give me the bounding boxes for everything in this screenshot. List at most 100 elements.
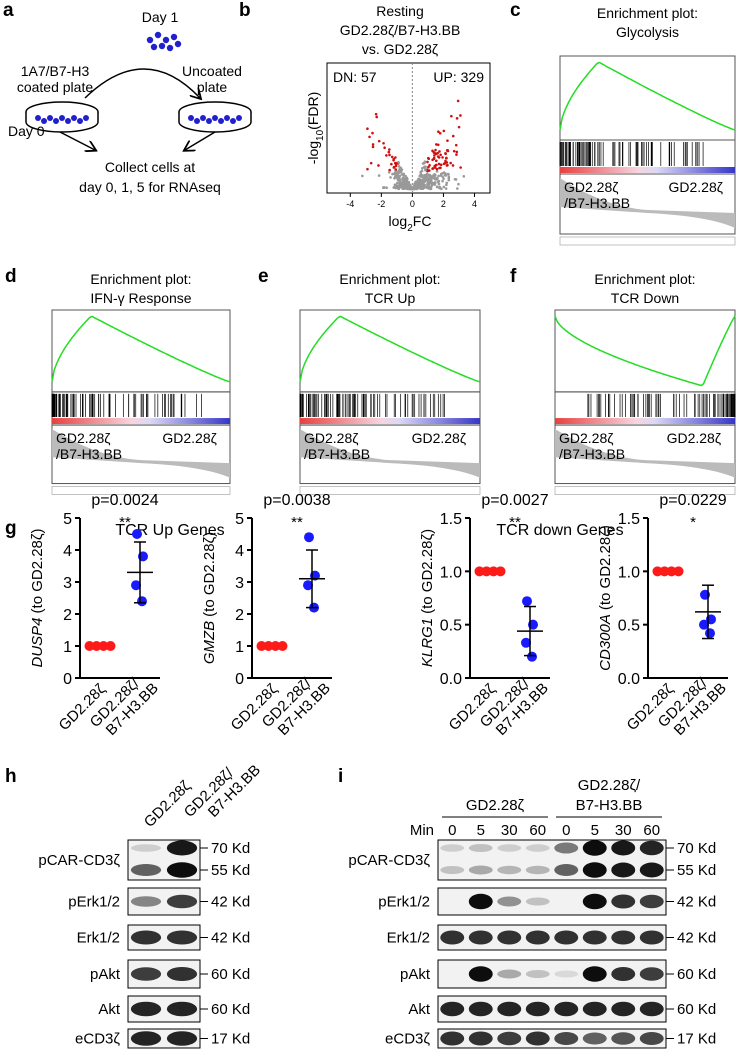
band xyxy=(639,1001,664,1017)
category-label: GD2.28ζ/B7-H3.BB xyxy=(655,668,730,743)
enrichment-title: IFN-γ Response xyxy=(90,290,191,306)
marker-label: 70 Kd xyxy=(211,840,250,857)
volcano-dot xyxy=(434,148,437,152)
day1-label: Day 1 xyxy=(142,9,179,25)
volcano-dot xyxy=(435,170,439,173)
band xyxy=(468,1031,493,1046)
group-title: TCR down Genes xyxy=(496,522,623,539)
band xyxy=(639,862,664,878)
band xyxy=(582,1001,607,1017)
volcano-dot xyxy=(454,143,458,147)
volcano-dot xyxy=(437,180,441,183)
y-tick-label: 1 xyxy=(235,639,244,656)
error-bar xyxy=(702,584,714,640)
group-label: GD2.28ζ xyxy=(669,179,723,195)
category-label: GD2.28ζ/B7-H3.BB xyxy=(259,668,334,743)
group-label: /B7-H3.BB xyxy=(304,446,370,462)
volcano-dot xyxy=(446,163,449,167)
y-tick-label: 0 xyxy=(63,671,72,688)
data-point xyxy=(98,641,109,651)
group-label: /B7-H3.BB xyxy=(564,195,630,211)
volcano-dot xyxy=(444,152,447,156)
cell xyxy=(146,36,154,44)
y-tick-label: 1.0 xyxy=(618,564,640,581)
band xyxy=(639,930,664,945)
marker-label: 60 Kd xyxy=(211,966,250,983)
data-point xyxy=(666,566,677,577)
volcano-dot xyxy=(431,174,434,178)
volcano-dot xyxy=(399,169,402,173)
cell xyxy=(166,44,174,52)
data-point xyxy=(137,596,147,607)
volcano-dot xyxy=(381,186,385,189)
volcano-dot xyxy=(371,145,375,149)
cell xyxy=(188,115,194,121)
band xyxy=(611,862,636,878)
volcano-dot xyxy=(397,165,401,168)
x-tick-label: -4 xyxy=(346,199,354,209)
volcano-dot xyxy=(446,139,449,142)
panel-label: h xyxy=(5,766,17,787)
volcano-dot xyxy=(428,173,432,177)
volcano-dot xyxy=(453,177,457,181)
volcano-dot xyxy=(435,167,439,171)
volcano-dot xyxy=(395,181,399,185)
volcano-dot xyxy=(442,129,446,133)
band xyxy=(525,897,550,906)
group-label: GD2.28ζ xyxy=(162,430,216,446)
time-label: 30 xyxy=(501,822,518,839)
rank-metric xyxy=(52,429,230,478)
panel-label: i xyxy=(338,766,343,787)
volcano-dot xyxy=(383,146,386,150)
volcano-dot xyxy=(427,165,430,169)
group-label: /B7-H3.BB xyxy=(559,446,625,462)
p-value: p=0.0229 xyxy=(659,492,726,509)
volcano-dot xyxy=(459,166,462,169)
p-value: p=0.0038 xyxy=(263,492,330,509)
data-point xyxy=(481,566,492,577)
uncoated-label: Uncoated xyxy=(182,63,242,79)
volcano-dot xyxy=(405,181,409,184)
es-frame xyxy=(51,309,231,393)
volcano-dot xyxy=(407,183,411,187)
volcano-dot xyxy=(388,148,391,151)
volcano-title: vs. GD2.28ζ xyxy=(362,41,438,57)
blot-row-label: Erk1/2 xyxy=(77,930,120,947)
data-point xyxy=(270,641,281,651)
band xyxy=(582,862,607,878)
x-tick-label: -2 xyxy=(377,199,385,209)
data-point xyxy=(277,641,288,651)
y-tick-label: 0.0 xyxy=(440,671,462,688)
blot-row-label: pAkt xyxy=(400,966,431,983)
error-bar xyxy=(134,541,146,604)
volcano-dot xyxy=(439,174,443,177)
band xyxy=(554,1032,579,1045)
volcano-dot xyxy=(426,181,430,184)
data-point xyxy=(256,641,267,651)
marker-label: 42 Kd xyxy=(677,894,716,911)
cell xyxy=(212,115,218,121)
volcano-dot xyxy=(436,151,439,155)
volcano-title: Resting xyxy=(376,3,423,19)
y-label-unit: (to GD2.28ζ) xyxy=(29,528,46,613)
volcano-dot xyxy=(445,156,448,160)
panel-label: f xyxy=(510,266,517,287)
error-bar xyxy=(524,605,536,657)
volcano-dot xyxy=(439,153,442,157)
y-tick-label: 2 xyxy=(235,607,244,624)
panel-label: b xyxy=(239,0,251,21)
volcano-dot xyxy=(400,183,404,186)
band xyxy=(166,930,198,945)
blot-frame xyxy=(437,839,667,881)
cell xyxy=(154,31,162,39)
volcano-dot xyxy=(371,143,375,146)
volcano-dot xyxy=(377,174,381,177)
significance: ** xyxy=(119,514,131,531)
volcano-dot xyxy=(436,155,440,158)
blot-row-label: Erk1/2 xyxy=(387,930,430,947)
band xyxy=(525,844,550,852)
band xyxy=(525,970,550,978)
volcano-dot xyxy=(392,158,395,162)
cell xyxy=(170,33,178,41)
panel-label: g xyxy=(5,518,17,539)
